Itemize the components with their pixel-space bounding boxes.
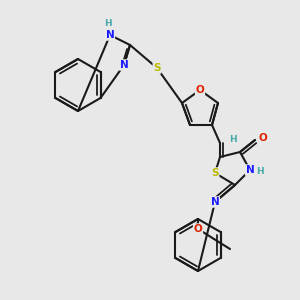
- Text: H: H: [256, 167, 264, 176]
- Text: O: O: [259, 133, 267, 143]
- Text: S: S: [211, 168, 219, 178]
- Text: N: N: [120, 60, 128, 70]
- Text: H: H: [104, 20, 112, 28]
- Text: O: O: [194, 224, 202, 234]
- Text: N: N: [106, 30, 114, 40]
- Text: N: N: [211, 197, 219, 207]
- Text: H: H: [229, 136, 237, 145]
- Text: N: N: [246, 165, 254, 175]
- Text: O: O: [196, 85, 204, 95]
- Text: S: S: [153, 63, 161, 73]
